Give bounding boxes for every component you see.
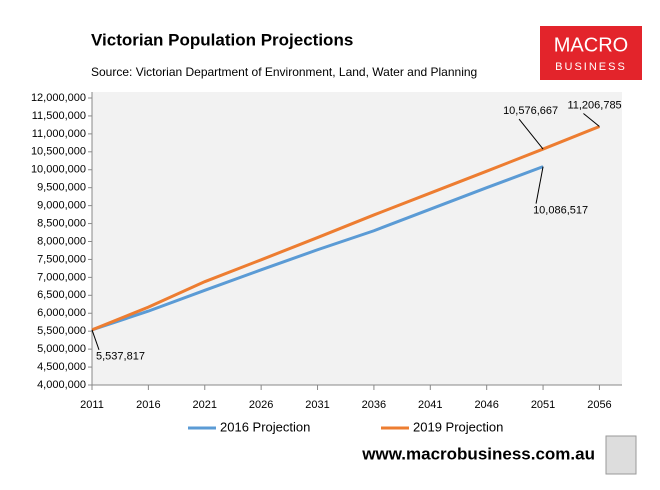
data-label: 11,206,785	[567, 99, 621, 111]
leader-line	[518, 118, 544, 150]
y-tick-label: 11,500,000	[32, 110, 86, 122]
y-tick-label: 12,000,000	[31, 92, 86, 104]
x-tick-label: 2041	[418, 399, 442, 411]
leader-line	[91, 329, 100, 350]
x-tick-label: 2031	[305, 399, 329, 411]
y-tick-label: 11,000,000	[32, 128, 86, 140]
data-label: 5,537,817	[96, 351, 145, 363]
x-tick-label: 2026	[249, 399, 273, 411]
legend-label: 2016 Projection	[220, 419, 310, 434]
y-tick-label: 10,500,000	[31, 146, 86, 158]
legend-label: 2019 Projection	[413, 419, 503, 434]
x-tick-label: 2021	[193, 399, 217, 411]
logo-text: BUSINESS	[555, 61, 627, 73]
x-tick-label: 2046	[474, 399, 498, 411]
y-tick-label: 9,500,000	[37, 182, 86, 194]
logo-box	[540, 26, 642, 80]
chart-title: Victorian Population Projections	[91, 30, 353, 49]
data-label: 10,086,517	[533, 205, 588, 217]
footer: www.macrobusiness.com.au	[361, 444, 595, 463]
chart-subtitle: Source: Victorian Department of Environm…	[91, 65, 477, 79]
x-tick-label: 2036	[362, 399, 386, 411]
y-tick-label: 7,000,000	[37, 271, 86, 283]
x-tick-label: 2011	[80, 399, 104, 411]
leader-line	[583, 113, 600, 127]
y-tick-label: 4,000,000	[37, 379, 86, 391]
y-tick-label: 4,500,000	[37, 361, 86, 373]
x-tick-label: 2016	[136, 399, 160, 411]
leader-line	[535, 166, 544, 204]
x-tick-label: 2051	[531, 399, 555, 411]
y-tick-label: 6,500,000	[37, 289, 86, 301]
series-line	[91, 125, 601, 332]
y-tick-label: 7,500,000	[37, 253, 86, 265]
y-tick-label: 9,000,000	[37, 200, 86, 212]
y-tick-label: 10,000,000	[31, 164, 86, 176]
plot-area	[92, 92, 622, 385]
y-tick-label: 8,000,000	[37, 235, 86, 247]
y-tick-label: 5,500,000	[37, 325, 86, 337]
logo-text: MACRO	[554, 34, 628, 56]
wolf-icon	[605, 435, 637, 475]
series-line	[91, 165, 544, 332]
y-tick-label: 6,000,000	[37, 307, 86, 319]
data-label: 10,576,667	[503, 105, 558, 117]
y-tick-label: 5,000,000	[37, 343, 86, 355]
y-tick-label: 8,500,000	[37, 217, 86, 229]
x-tick-label: 2056	[587, 399, 611, 411]
